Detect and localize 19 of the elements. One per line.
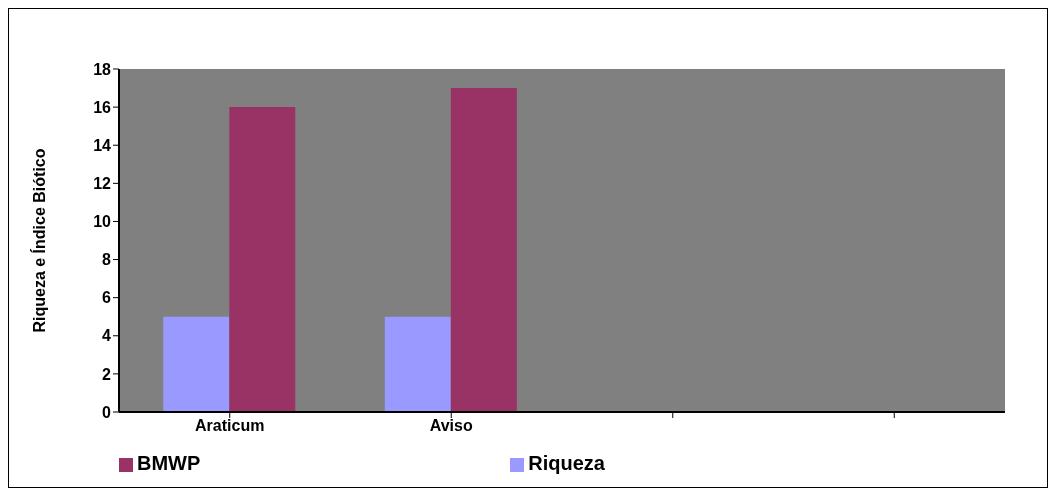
legend-label: Riqueza	[528, 452, 605, 474]
bar	[384, 316, 451, 412]
y-axis-title: Riqueza e Índice Biótico	[29, 148, 48, 333]
bar	[163, 316, 230, 412]
legend-label: BMWP	[136, 452, 201, 474]
bar	[450, 88, 517, 412]
y-tick-label: 2	[102, 365, 112, 383]
y-tick-label: 12	[93, 175, 112, 193]
x-tick-label: Aviso	[429, 417, 473, 435]
y-tick-label: 8	[102, 251, 112, 269]
x-tick-label: Araticum	[195, 417, 265, 435]
y-tick-label: 4	[102, 327, 112, 345]
y-tick-label: 14	[93, 136, 112, 154]
y-tick-label: 10	[93, 213, 112, 231]
bar	[229, 107, 296, 412]
y-tick-label: 18	[93, 60, 112, 78]
y-tick-label: 0	[102, 403, 112, 421]
y-tick-label: 6	[102, 289, 112, 307]
y-tick-label: 16	[93, 98, 112, 116]
